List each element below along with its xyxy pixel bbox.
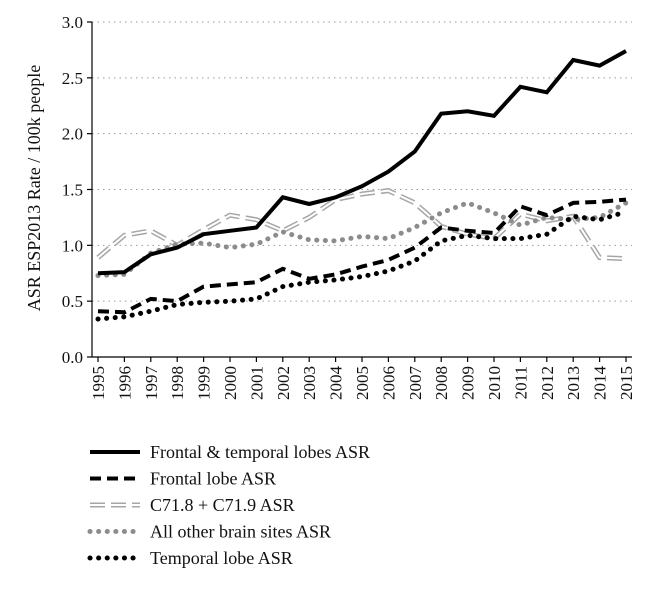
legend-label-temporal-lobe: Temporal lobe ASR <box>150 548 293 568</box>
series-lines <box>95 49 629 322</box>
x-tick-label: 2001 <box>247 366 266 400</box>
x-tick-label: 2004 <box>327 366 346 401</box>
x-tick-label: 2005 <box>353 366 372 400</box>
y-tick-labels: 0.0 0.5 1.0 1.5 2.0 2.5 3.0 <box>62 13 92 367</box>
x-tick-label: 2011 <box>511 366 530 399</box>
gridlines <box>92 21 632 302</box>
legend-label-frontal-lobe: Frontal lobe ASR <box>150 469 276 489</box>
x-tick-label: 2006 <box>379 366 398 400</box>
series-line-frontal-lobe <box>97 197 627 315</box>
legend-label-frontal-temporal-lobes: Frontal & temporal lobes ASR <box>150 442 370 462</box>
x-tick-label: 2014 <box>591 366 610 401</box>
x-tick-label: 2003 <box>300 366 319 400</box>
x-tick-label: 1998 <box>168 366 187 400</box>
x-tick-label: 2002 <box>274 366 293 400</box>
x-tick-labels: 1995 1996 1997 1998 1999 2000 2001 2002 2003 2004… <box>89 357 636 400</box>
y-tick-label: 2.5 <box>62 69 83 88</box>
y-tick-label: 1.0 <box>62 236 83 255</box>
series-line-c71-8-c71-9 <box>97 189 627 260</box>
y-tick-label: 2.0 <box>62 125 83 144</box>
y-tick-label: 1.5 <box>62 181 83 200</box>
series-line-temporal-lobe <box>95 209 629 322</box>
x-tick-label: 1995 <box>89 366 108 400</box>
x-tick-label: 2013 <box>564 366 583 400</box>
series-line-frontal-temporal-lobes <box>97 49 627 276</box>
x-tick-label: 2015 <box>617 366 636 400</box>
y-axis-title: ASR ESP2013 Rate / 100k people <box>24 65 44 312</box>
x-tick-label: 2012 <box>538 366 557 400</box>
legend-label-all-other-brain-sites: All other brain sites ASR <box>150 522 331 542</box>
x-tick-label: 1997 <box>142 366 161 401</box>
x-tick-label: 2009 <box>459 366 478 400</box>
y-tick-label: 3.0 <box>62 13 83 32</box>
y-tick-label: 0.5 <box>62 292 83 311</box>
x-tick-label: 2000 <box>221 366 240 400</box>
legend: Frontal & temporal lobes ASR Frontal lobe… <box>87 442 370 568</box>
x-tick-label: 2010 <box>485 366 504 400</box>
x-tick-label: 2007 <box>406 366 425 401</box>
x-tick-label: 2008 <box>432 366 451 400</box>
y-tick-label: 0.0 <box>62 348 83 367</box>
x-tick-label: 1999 <box>195 366 214 400</box>
legend-label-c71-8-c71-9: C71.8 + C71.9 ASR <box>150 495 295 515</box>
x-tick-label: 1996 <box>115 366 134 400</box>
